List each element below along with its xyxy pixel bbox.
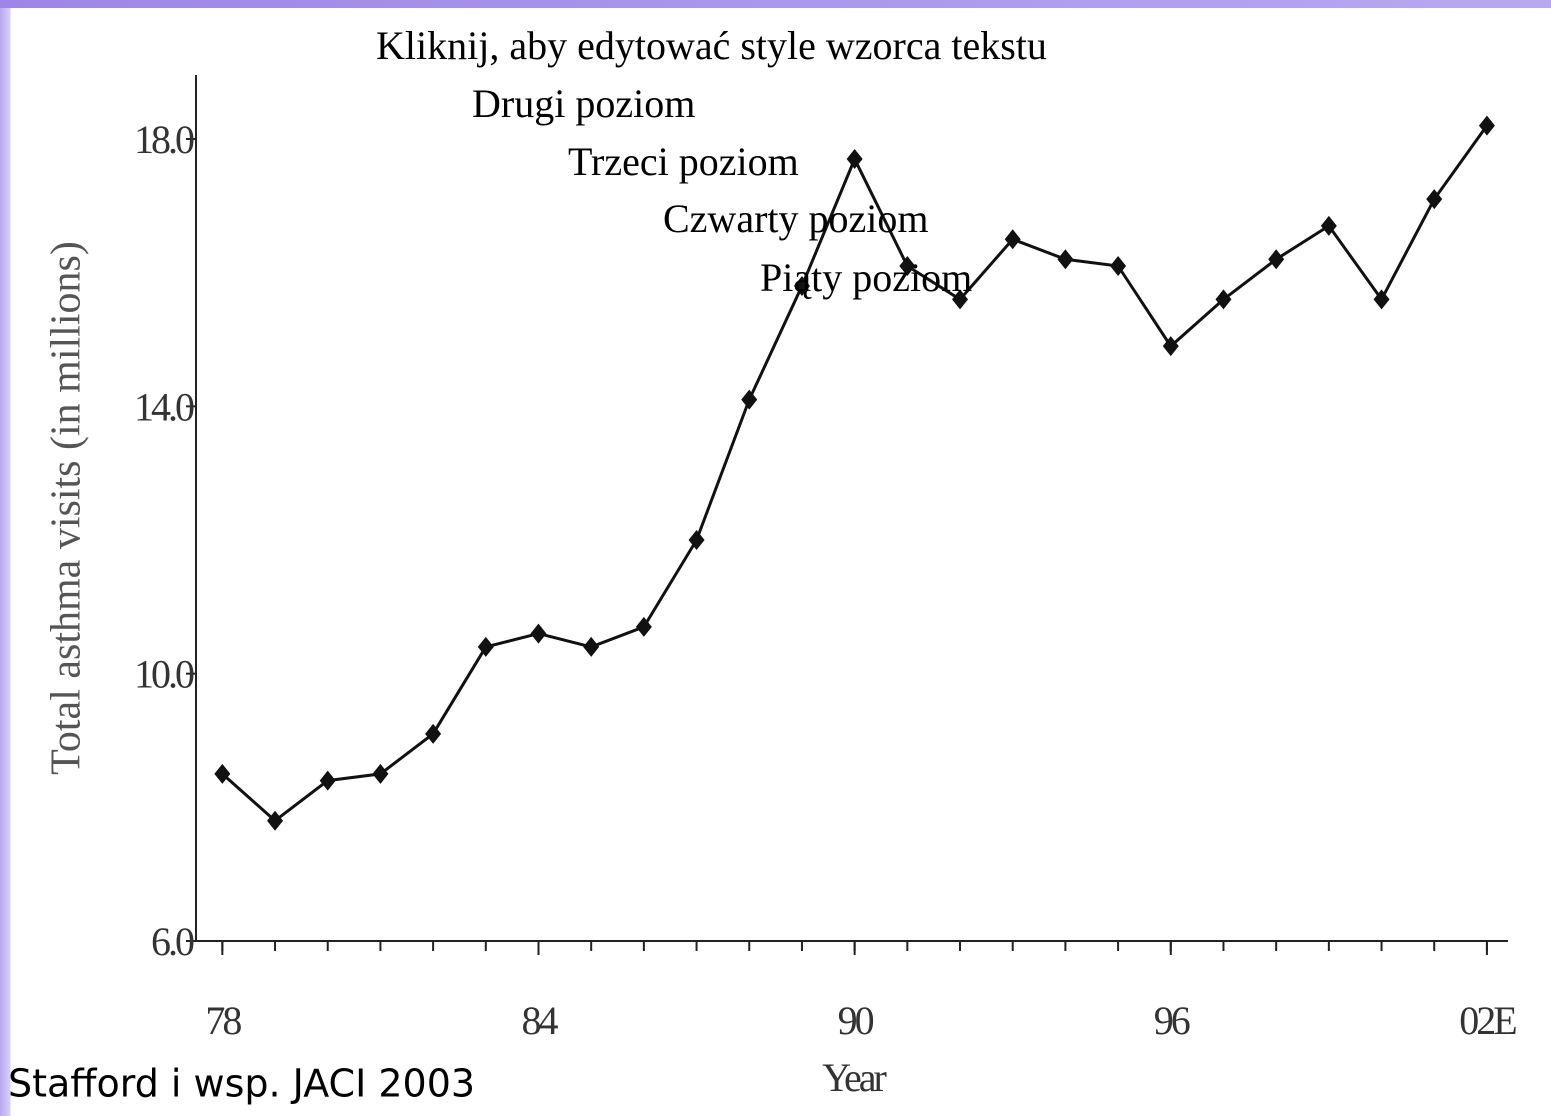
x-axis-label: Year (822, 1055, 886, 1100)
data-point (372, 763, 389, 784)
y-axis-label: Total asthma visits (in millions) (44, 241, 90, 775)
x-tick-label: 96 (1154, 998, 1190, 1043)
x-tick-label: 02E (1459, 998, 1516, 1043)
y-tick-label: 10.0 (134, 652, 194, 697)
y-tick-label: 6.0 (151, 919, 194, 964)
data-point (1478, 115, 1495, 136)
data-point (214, 763, 231, 784)
placeholder-text: Piąty poziom (760, 255, 972, 300)
placeholder-text: Drugi poziom (472, 81, 695, 126)
data-point (1320, 215, 1337, 236)
y-tick-label: 14.0 (134, 384, 194, 429)
data-point (477, 636, 494, 657)
x-tick-label: 90 (838, 998, 874, 1043)
data-point (425, 723, 442, 744)
top-bar (0, 0, 1551, 8)
x-tick-label: 84 (521, 998, 558, 1043)
data-point (319, 770, 336, 791)
data-point (1162, 336, 1179, 357)
data-point (793, 276, 810, 297)
data-point (1426, 189, 1443, 210)
placeholder-text: Trzeci poziom (568, 139, 799, 184)
x-tick-label: 78 (205, 998, 241, 1043)
data-point (583, 636, 600, 657)
data-point (846, 149, 863, 170)
placeholder-text: Kliknij, aby edytować style wzorca tekst… (376, 23, 1047, 68)
y-tick-label: 18.0 (134, 117, 194, 162)
data-point (1268, 249, 1285, 270)
data-point (741, 389, 758, 410)
data-point (1057, 249, 1074, 270)
data-point (952, 289, 969, 310)
data-point (1110, 255, 1127, 276)
data-point (1215, 289, 1232, 310)
data-point (635, 616, 652, 637)
citation: Stafford i wsp. JACI 2003 (8, 1062, 475, 1106)
data-point (899, 255, 916, 276)
data-point (688, 530, 705, 550)
data-point (530, 623, 547, 644)
data-point (1004, 229, 1021, 250)
data-point (267, 810, 284, 831)
placeholder-text: Czwarty poziom (663, 196, 929, 241)
data-point (1373, 289, 1390, 310)
